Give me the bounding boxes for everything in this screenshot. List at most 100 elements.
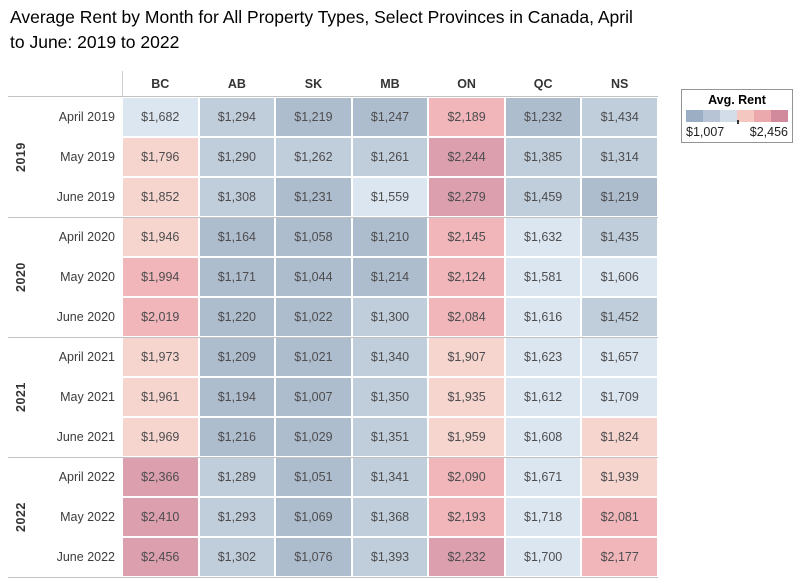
heatmap-cell[interactable]: $1,290 <box>198 137 276 177</box>
heatmap-cell[interactable]: $1,194 <box>198 377 276 417</box>
heatmap-cell[interactable]: $1,341 <box>351 457 429 497</box>
heatmap-cell[interactable]: $2,410 <box>122 497 199 537</box>
heatmap-cell[interactable]: $1,007 <box>275 377 352 417</box>
heatmap-cell[interactable]: $1,029 <box>275 417 352 457</box>
heatmap-cell[interactable]: $1,435 <box>581 217 658 257</box>
heatmap-cell[interactable]: $1,368 <box>351 497 429 537</box>
row-label[interactable]: May 2020 <box>60 270 115 284</box>
heatmap-cell[interactable]: $1,351 <box>351 417 429 457</box>
heatmap-cell[interactable]: $1,293 <box>198 497 276 537</box>
heatmap-cell[interactable]: $1,657 <box>581 337 658 377</box>
heatmap-cell[interactable]: $2,244 <box>428 137 505 177</box>
heatmap-cell[interactable]: $1,616 <box>504 297 582 337</box>
heatmap-cell[interactable]: $2,193 <box>428 497 505 537</box>
heatmap-cell[interactable]: $1,385 <box>504 137 582 177</box>
heatmap-cell[interactable]: $1,961 <box>122 377 199 417</box>
heatmap-cell[interactable]: $1,058 <box>275 217 352 257</box>
column-header-ab[interactable]: AB <box>227 77 246 91</box>
heatmap-cell[interactable]: $2,019 <box>122 297 199 337</box>
year-label[interactable]: 2019 <box>14 142 28 172</box>
heatmap-cell[interactable]: $1,289 <box>198 457 276 497</box>
heatmap-cell[interactable]: $1,231 <box>275 177 352 217</box>
heatmap-cell[interactable]: $1,946 <box>122 217 199 257</box>
heatmap-cell[interactable]: $1,308 <box>198 177 276 217</box>
row-label[interactable]: June 2019 <box>56 190 115 204</box>
heatmap-cell[interactable]: $1,262 <box>275 137 352 177</box>
heatmap-cell[interactable]: $1,969 <box>122 417 199 457</box>
column-header-qc[interactable]: QC <box>533 77 553 91</box>
heatmap-cell[interactable]: $1,559 <box>351 177 429 217</box>
heatmap-cell[interactable]: $1,632 <box>504 217 582 257</box>
heatmap-cell[interactable]: $2,456 <box>122 537 199 577</box>
heatmap-cell[interactable]: $1,623 <box>504 337 582 377</box>
year-label[interactable]: 2020 <box>14 262 28 292</box>
heatmap-cell[interactable]: $2,279 <box>428 177 505 217</box>
heatmap-cell[interactable]: $1,219 <box>275 97 352 137</box>
heatmap-cell[interactable]: $1,935 <box>428 377 505 417</box>
heatmap-cell[interactable]: $2,081 <box>581 497 658 537</box>
year-label[interactable]: 2022 <box>14 502 28 532</box>
heatmap-cell[interactable]: $1,973 <box>122 337 199 377</box>
heatmap-cell[interactable]: $1,939 <box>581 457 658 497</box>
heatmap-cell[interactable]: $1,393 <box>351 537 429 577</box>
heatmap-cell[interactable]: $1,219 <box>581 177 658 217</box>
heatmap-cell[interactable]: $1,434 <box>581 97 658 137</box>
row-label[interactable]: May 2021 <box>60 390 115 404</box>
heatmap-cell[interactable]: $2,189 <box>428 97 505 137</box>
heatmap-cell[interactable]: $1,261 <box>351 137 429 177</box>
heatmap-cell[interactable]: $1,314 <box>581 137 658 177</box>
heatmap-cell[interactable]: $1,247 <box>351 97 429 137</box>
heatmap-cell[interactable]: $1,852 <box>122 177 199 217</box>
heatmap-cell[interactable]: $2,084 <box>428 297 505 337</box>
row-label[interactable]: April 2022 <box>58 470 115 484</box>
row-label[interactable]: May 2022 <box>60 510 115 524</box>
heatmap-cell[interactable]: $2,177 <box>581 537 658 577</box>
heatmap-cell[interactable]: $1,700 <box>504 537 582 577</box>
row-label[interactable]: June 2022 <box>56 550 115 564</box>
heatmap-cell[interactable]: $1,907 <box>428 337 505 377</box>
heatmap-cell[interactable]: $1,350 <box>351 377 429 417</box>
heatmap-cell[interactable]: $1,824 <box>581 417 658 457</box>
heatmap-cell[interactable]: $1,994 <box>122 257 199 297</box>
heatmap-cell[interactable]: $1,671 <box>504 457 582 497</box>
heatmap-cell[interactable]: $1,022 <box>275 297 352 337</box>
row-label[interactable]: April 2019 <box>58 110 115 124</box>
heatmap-cell[interactable]: $2,090 <box>428 457 505 497</box>
row-label[interactable]: May 2019 <box>60 150 115 164</box>
heatmap-cell[interactable]: $1,044 <box>275 257 352 297</box>
heatmap-cell[interactable]: $1,581 <box>504 257 582 297</box>
heatmap-cell[interactable]: $1,210 <box>351 217 429 257</box>
column-header-ns[interactable]: NS <box>611 77 629 91</box>
heatmap-cell[interactable]: $1,209 <box>198 337 276 377</box>
heatmap-cell[interactable]: $1,294 <box>198 97 276 137</box>
column-header-bc[interactable]: BC <box>151 77 170 91</box>
row-label[interactable]: April 2020 <box>58 230 115 244</box>
row-label[interactable]: June 2020 <box>56 310 115 324</box>
heatmap-cell[interactable]: $1,220 <box>198 297 276 337</box>
row-label[interactable]: April 2021 <box>58 350 115 364</box>
heatmap-cell[interactable]: $1,709 <box>581 377 658 417</box>
heatmap-cell[interactable]: $2,124 <box>428 257 505 297</box>
heatmap-cell[interactable]: $1,718 <box>504 497 582 537</box>
column-header-on[interactable]: ON <box>457 77 476 91</box>
heatmap-cell[interactable]: $1,682 <box>122 97 199 137</box>
heatmap-cell[interactable]: $1,340 <box>351 337 429 377</box>
heatmap-cell[interactable]: $1,796 <box>122 137 199 177</box>
heatmap-cell[interactable]: $1,021 <box>275 337 352 377</box>
heatmap-cell[interactable]: $2,366 <box>122 457 199 497</box>
heatmap-cell[interactable]: $1,608 <box>504 417 582 457</box>
heatmap-cell[interactable]: $1,171 <box>198 257 276 297</box>
heatmap-cell[interactable]: $1,302 <box>198 537 276 577</box>
year-label[interactable]: 2021 <box>14 382 28 412</box>
heatmap-cell[interactable]: $1,459 <box>504 177 582 217</box>
column-header-sk[interactable]: SK <box>304 77 323 91</box>
heatmap-cell[interactable]: $1,612 <box>504 377 582 417</box>
heatmap-cell[interactable]: $1,051 <box>275 457 352 497</box>
column-header-mb[interactable]: MB <box>380 77 400 91</box>
heatmap-cell[interactable]: $1,452 <box>581 297 658 337</box>
heatmap-cell[interactable]: $1,216 <box>198 417 276 457</box>
heatmap-cell[interactable]: $1,300 <box>351 297 429 337</box>
heatmap-cell[interactable]: $2,145 <box>428 217 505 257</box>
heatmap-cell[interactable]: $1,069 <box>275 497 352 537</box>
heatmap-cell[interactable]: $1,076 <box>275 537 352 577</box>
